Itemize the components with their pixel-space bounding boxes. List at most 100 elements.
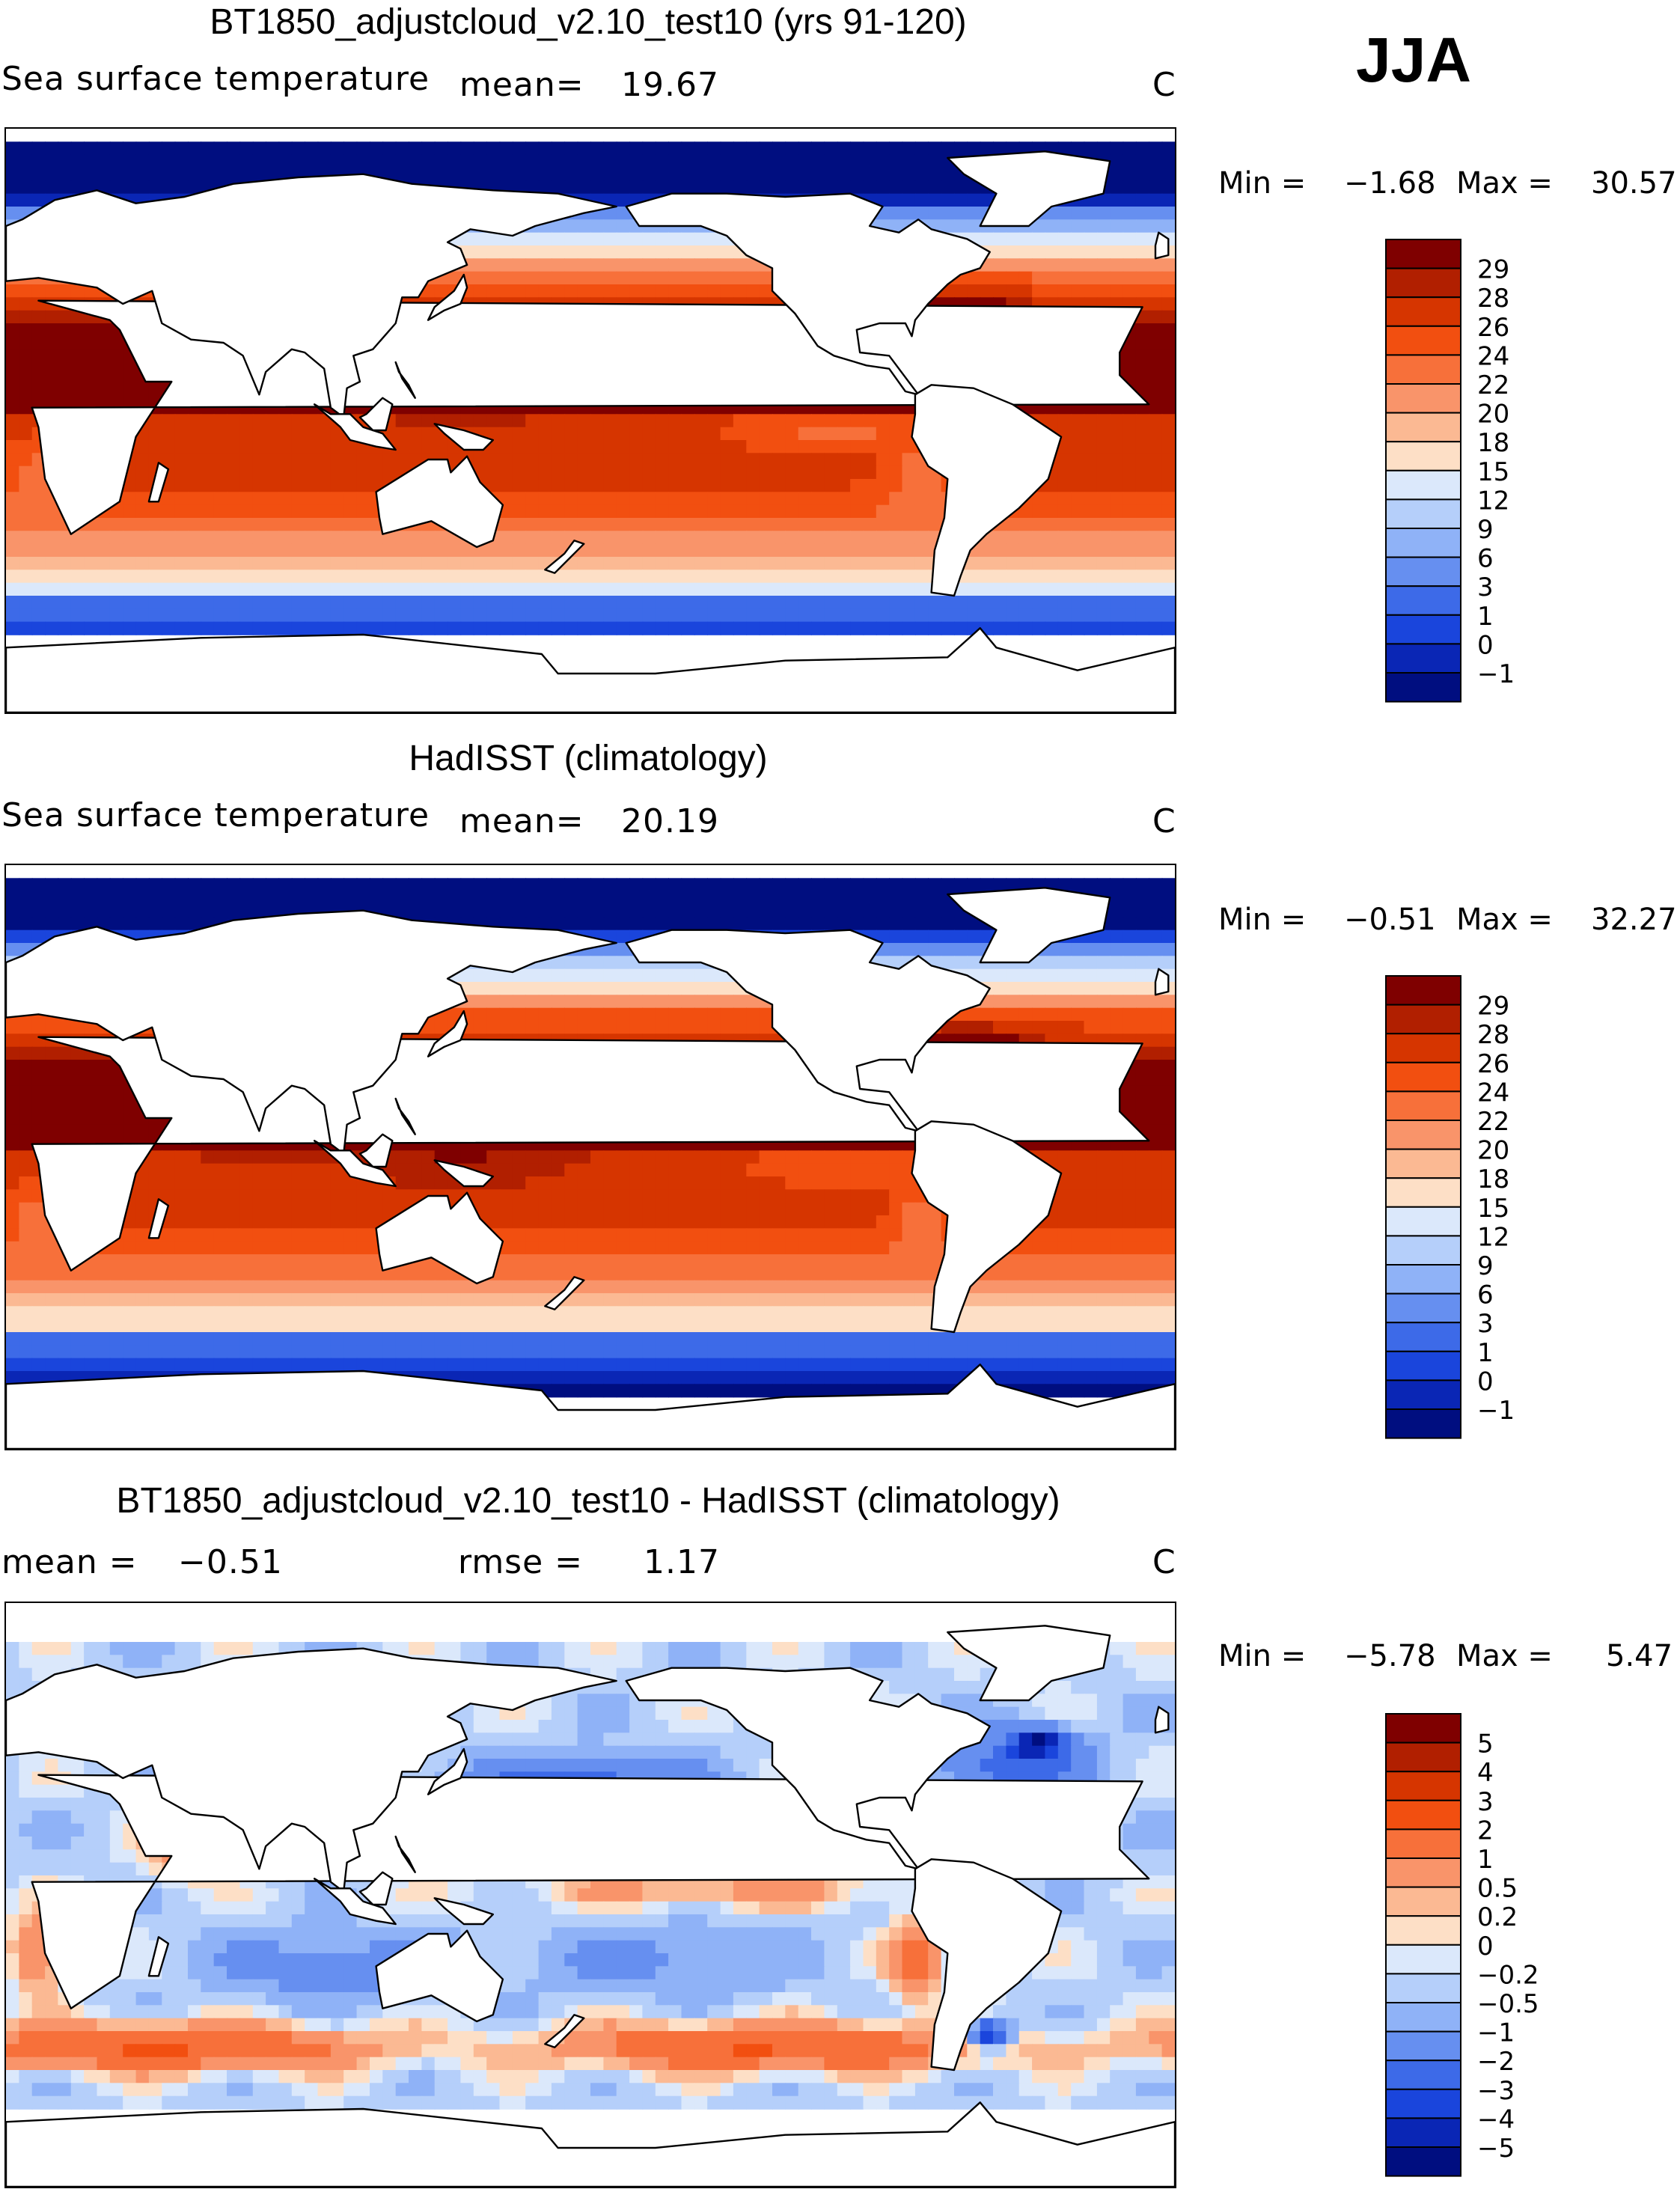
mean-label-model: mean= (459, 66, 584, 104)
colorbar-swatch (1385, 556, 1461, 587)
landmass-borneo (358, 1871, 394, 1906)
colorbar-swatch (1385, 2117, 1461, 2149)
landmass-eurasia (6, 173, 617, 418)
max-value-obs: 32.27 (1591, 903, 1677, 937)
landmass-borneo (358, 1133, 394, 1168)
colorbar-tick-label: 26 (1477, 1049, 1509, 1079)
colorbar-tick-label: 3 (1477, 1787, 1494, 1817)
colorbar-swatch (1385, 1061, 1461, 1093)
min-value-diff: −5.78 (1344, 1639, 1436, 1673)
colorbar-obs: 29 28 26 24 22 20 18 15 12 9 6 3 1 0 −1 (1385, 975, 1536, 1440)
max-value-model: 30.57 (1591, 166, 1677, 201)
colorbar-tick-label: −0.5 (1477, 1989, 1539, 2019)
landmass-north-america (625, 1667, 991, 1870)
colorbar-tick-label: 20 (1477, 400, 1509, 430)
season-label: JJA (1356, 25, 1472, 95)
colorbar-swatch (1385, 1799, 1461, 1831)
colorbar-tick-label: 6 (1477, 544, 1494, 574)
landmass-australia (375, 455, 504, 549)
colorbar-tick-label: 12 (1477, 1222, 1509, 1252)
landmass-indonesia (314, 1878, 397, 1926)
colorbar-diff: 5 4 3 2 1 0.5 0.2 0 −0.2 −0.5 −1 −2 −3 −4 −5 (1385, 1713, 1539, 2178)
colorbar-tick-label: 0 (1477, 1367, 1494, 1396)
min-value-model: −1.68 (1344, 166, 1436, 201)
panel-title-diff: BT1850_adjustcloud_v2.10_test10 - HadISS… (116, 1481, 1060, 1521)
units-label-obs: C (1152, 802, 1176, 840)
colorbar-swatch (1385, 469, 1461, 501)
mean-value-model: 19.67 (621, 66, 719, 104)
colorbar-swatch (1385, 2060, 1461, 2090)
colorbar-swatch (1385, 1828, 1461, 1859)
max-label-diff: Max = (1456, 1639, 1553, 1673)
max-label-obs: Max = (1456, 903, 1553, 937)
colorbar-tick-label: −3 (1477, 2076, 1515, 2106)
colorbar-tick-label: 28 (1477, 284, 1509, 314)
landmass-new-zealand (544, 540, 585, 574)
sst-map-obs (4, 864, 1176, 1450)
colorbar-swatch (1385, 528, 1461, 558)
colorbar-swatch (1385, 1264, 1461, 1295)
colorbar-swatch (1385, 1973, 1461, 2003)
colorbar-swatch (1385, 1915, 1461, 1946)
colorbar-swatch (1385, 1322, 1461, 1352)
colorbar-swatch (1385, 672, 1461, 703)
max-value-diff: 5.47 (1606, 1639, 1673, 1673)
colorbar-tick-label: 0 (1477, 630, 1494, 660)
colorbar-tick-label: 2 (1477, 1816, 1494, 1846)
colorbar-swatch (1385, 1379, 1461, 1411)
landmass-north-america (625, 192, 991, 396)
landmass-greenland (947, 1625, 1111, 1702)
colorbar-swatch (1385, 325, 1461, 356)
colorbar-tick-label: 29 (1477, 255, 1509, 285)
colorbar-swatch (1385, 1177, 1461, 1208)
colorbar-swatch (1385, 354, 1461, 385)
max-label-model: Max = (1456, 166, 1553, 201)
colorbar-tick-label: 0.5 (1477, 1874, 1518, 1904)
panel-title-obs: HadISST (climatology) (409, 739, 768, 778)
colorbar-swatch (1385, 1886, 1461, 1917)
colorbar-swatch (1385, 2030, 1461, 2062)
colorbar-swatch (1385, 1120, 1461, 1150)
panel-title-model: BT1850_adjustcloud_v2.10_test10 (yrs 91-… (210, 2, 967, 42)
colorbar-tick-label: 0 (1477, 1932, 1494, 1961)
mean-value-diff: −0.51 (178, 1543, 283, 1581)
landmass-uk (1154, 231, 1170, 260)
colorbar-swatch (1385, 1206, 1461, 1237)
landmass-antarctica (6, 1364, 1175, 1449)
landmass-madagascar (147, 462, 170, 503)
landmass-south-america (911, 384, 1063, 597)
colorbar-swatch (1385, 1741, 1461, 1773)
rmse-value-diff: 1.17 (644, 1543, 720, 1581)
min-label-obs: Min = (1218, 903, 1307, 937)
colorbar-tick-label: 9 (1477, 1251, 1494, 1281)
colorbar-tick-label: 22 (1477, 1107, 1509, 1137)
units-label-model: C (1152, 66, 1176, 104)
landmass-philippines (394, 1097, 416, 1135)
colorbar-tick-label: −0.2 (1477, 1960, 1539, 1990)
colorbar-tick-label: −1 (1477, 1396, 1515, 1426)
colorbar-swatch (1385, 1033, 1461, 1063)
colorbar-swatch (1385, 2088, 1461, 2119)
colorbar-tick-label: 15 (1477, 457, 1509, 487)
colorbar-tick-label: 5 (1477, 1730, 1494, 1759)
colorbar-swatch (1385, 1292, 1461, 1324)
landmass-new-zealand (544, 2014, 585, 2048)
colorbar-tick-label: 1 (1477, 1338, 1494, 1368)
colorbar-swatch (1385, 1004, 1461, 1035)
colorbar-swatch (1385, 267, 1461, 299)
landmass-uk (1154, 968, 1170, 996)
landmass-new-zealand (544, 1276, 585, 1310)
sst-difference-map (4, 1602, 1176, 2188)
landmass-philippines (394, 361, 416, 399)
colorbar-swatch (1385, 498, 1461, 529)
landmass-new-guinea (433, 423, 494, 451)
colorbar-tick-label: 20 (1477, 1136, 1509, 1166)
continents (6, 887, 1175, 1449)
colorbar-tick-label: 1 (1477, 1845, 1494, 1875)
min-value-obs: −0.51 (1344, 903, 1436, 937)
colorbar-swatch (1385, 1350, 1461, 1382)
landmass-philippines (394, 1835, 416, 1873)
mean-value-obs: 20.19 (621, 802, 719, 840)
colorbar-tick-label: −2 (1477, 2047, 1515, 2077)
colorbar-tick-label: 18 (1477, 428, 1509, 458)
